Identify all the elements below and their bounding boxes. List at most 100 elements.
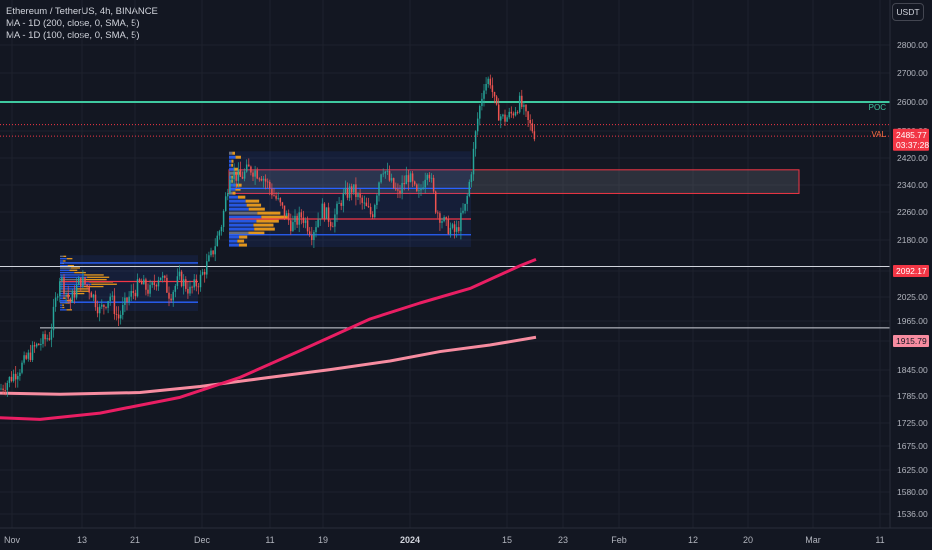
last-price-label: 2485.77 xyxy=(896,130,927,140)
candle-body xyxy=(178,271,181,277)
candle-body xyxy=(266,181,269,183)
candle-body xyxy=(298,212,300,225)
candle-body xyxy=(285,213,288,217)
candle-body xyxy=(220,226,223,232)
legend-ma-200[interactable]: MA - 1D (200, close, 0, SMA, 5) xyxy=(6,18,140,29)
candle-body xyxy=(31,345,34,360)
candle-body xyxy=(424,179,426,188)
candle-body xyxy=(332,226,334,228)
candle-body xyxy=(208,255,210,262)
volume-bar-down xyxy=(73,292,85,295)
candle-body xyxy=(483,90,485,99)
volume-bar-down xyxy=(69,269,78,271)
volume-bar-up xyxy=(60,283,92,285)
volume-bar-up xyxy=(229,183,236,187)
candle-body xyxy=(147,289,149,294)
volume-bar-up xyxy=(60,267,72,269)
candle-body xyxy=(353,184,355,193)
candle-body xyxy=(426,174,429,180)
candle-body xyxy=(521,95,523,107)
candle-body xyxy=(61,277,63,282)
time-tick-label: 21 xyxy=(130,535,140,545)
volume-bar-down xyxy=(83,285,104,288)
candle-body xyxy=(151,282,153,285)
volume-bar-down xyxy=(237,239,245,243)
candle-body xyxy=(392,178,395,189)
candle-body xyxy=(143,279,145,285)
volume-bar-down xyxy=(256,219,279,223)
candle-body xyxy=(264,178,267,182)
candle-body xyxy=(506,117,508,122)
price-tick-label: 2025.00 xyxy=(897,292,928,302)
candle-body xyxy=(101,304,103,307)
volume-bar-up xyxy=(60,306,63,309)
volume-bar-up xyxy=(229,207,249,211)
candle-body xyxy=(449,227,452,235)
volume-bar-down xyxy=(87,276,110,278)
volume-bar-down xyxy=(257,211,281,215)
candle-body xyxy=(336,203,338,215)
candle-body xyxy=(277,198,279,199)
candle-body xyxy=(252,172,254,177)
candle-body xyxy=(474,131,477,149)
legend-ma-100[interactable]: MA - 1D (100, close, 0, SMA, 5) xyxy=(6,30,140,41)
time-tick-label: Mar xyxy=(805,535,821,545)
candle-body xyxy=(42,334,44,344)
candle-body xyxy=(527,111,529,121)
candle-body xyxy=(359,193,361,198)
candle-body xyxy=(256,170,258,179)
volume-bar-down xyxy=(233,167,238,171)
candle-body xyxy=(411,173,414,182)
candle-body xyxy=(103,304,105,307)
candle-body xyxy=(510,111,513,114)
volume-bar-up xyxy=(60,302,66,304)
volume-bar-up xyxy=(60,264,68,267)
candle-body xyxy=(96,307,99,314)
candle-body xyxy=(315,227,317,233)
volume-bar-down xyxy=(63,260,66,262)
candle-body xyxy=(317,219,319,228)
candle-body xyxy=(12,373,15,382)
candle-body xyxy=(65,293,67,295)
candle-body xyxy=(447,219,450,235)
volume-bar-up xyxy=(60,285,84,288)
volume-bar-down xyxy=(75,290,89,292)
candle-body xyxy=(390,178,393,181)
price-tick-label: 1625.00 xyxy=(897,465,928,475)
candle-body xyxy=(439,213,441,223)
candle-body xyxy=(302,217,305,223)
candle-body xyxy=(193,279,195,288)
candle-body xyxy=(10,376,13,382)
volume-bar-down xyxy=(235,183,242,187)
time-tick-label: 15 xyxy=(502,535,512,545)
price-axis: 2800.002700.002600.002500.002420.002340.… xyxy=(889,0,929,528)
candle-body xyxy=(224,196,227,211)
volume-bar-up xyxy=(229,171,235,175)
volume-bar-up xyxy=(229,195,238,199)
candle-body xyxy=(340,202,342,206)
candle-body xyxy=(395,188,397,190)
candle-body xyxy=(418,190,420,192)
last-price-badge-bg xyxy=(893,128,929,151)
candle-body xyxy=(94,294,97,308)
candle-body xyxy=(401,183,403,194)
candle-body xyxy=(233,171,235,180)
candle-body xyxy=(531,123,534,132)
candle-body xyxy=(214,246,216,255)
candle-body xyxy=(164,275,166,278)
volume-bar-up xyxy=(229,223,254,227)
candle-body xyxy=(523,104,525,107)
currency-button[interactable]: USDT xyxy=(892,3,924,21)
candle-body xyxy=(4,389,6,391)
candle-body xyxy=(397,189,399,191)
candle-body xyxy=(361,197,363,203)
candle-body xyxy=(338,202,340,204)
price-badge-level-1: 2092.17 xyxy=(896,266,927,276)
volume-bar-up xyxy=(60,276,88,278)
candle-body xyxy=(14,373,17,380)
candle-body xyxy=(269,181,271,189)
volume-bar-up xyxy=(60,269,70,271)
candle-body xyxy=(113,295,116,315)
candle-body xyxy=(376,195,378,206)
